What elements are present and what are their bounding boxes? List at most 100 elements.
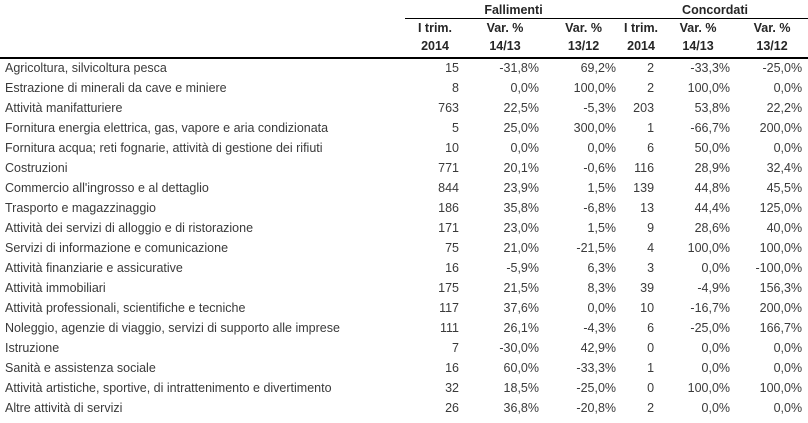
row-label: Noleggio, agenzie di viaggio, servizi di… bbox=[5, 320, 340, 335]
cell-fallimenti-var1413: 25,0% bbox=[503, 120, 539, 135]
cell-concordati-var1312: 0,0% bbox=[773, 80, 803, 95]
cell-concordati-itrim: 2 bbox=[647, 80, 655, 95]
cell-fallimenti-var1413: 0,0% bbox=[510, 80, 540, 95]
row-label: Attività artistiche, sportive, di intrat… bbox=[5, 380, 332, 395]
cell-concordati-var1312: -100,0% bbox=[755, 260, 803, 275]
cell-concordati-var1312: 0,0% bbox=[773, 400, 803, 415]
cell-concordati-itrim: 2 bbox=[647, 400, 655, 415]
row-label: Attività professionali, scientifiche e t… bbox=[5, 300, 246, 315]
cell-concordati-itrim: 39 bbox=[640, 280, 655, 295]
cell-fallimenti-var1413: -31,8% bbox=[499, 61, 539, 75]
cell-fallimenti-itrim: 26 bbox=[445, 400, 459, 415]
cell-concordati-var1312: 100,0% bbox=[759, 240, 803, 255]
cell-concordati-var1413: -66,7% bbox=[690, 120, 731, 135]
cell-fallimenti-var1413: 0,0% bbox=[510, 140, 540, 155]
cell-fallimenti-var1312: 6,3% bbox=[587, 260, 617, 275]
cell-fallimenti-var1312: 42,9% bbox=[580, 340, 617, 355]
cell-fallimenti-var1413: 23,9% bbox=[503, 180, 539, 195]
cell-concordati-itrim: 13 bbox=[640, 200, 655, 215]
table-row: Attività professionali, scientifiche e t… bbox=[0, 298, 808, 318]
cell-concordati-var1312: 125,0% bbox=[759, 200, 803, 215]
cell-fallimenti-var1413: 18,5% bbox=[503, 380, 539, 395]
table-row: Attività dei servizi di alloggio e di ri… bbox=[0, 218, 808, 238]
cell-fallimenti-var1312: 69,2% bbox=[580, 61, 617, 75]
cell-fallimenti-var1312: -25,0% bbox=[576, 380, 617, 395]
row-label: Servizi di informazione e comunicazione bbox=[5, 240, 229, 255]
row-label: Attività dei servizi di alloggio e di ri… bbox=[5, 220, 254, 235]
cell-concordati-var1413: 50,0% bbox=[694, 140, 731, 155]
table-row: Fornitura acqua; reti fognarie, attività… bbox=[0, 138, 808, 158]
col-header-fallimenti-itrim: I trim. 2014 bbox=[405, 18, 465, 59]
column-group-row: Fallimenti Concordati bbox=[0, 0, 808, 19]
cell-fallimenti-itrim: 771 bbox=[438, 160, 459, 175]
cell-fallimenti-itrim: 16 bbox=[445, 360, 459, 375]
table-row: Attività artistiche, sportive, di intrat… bbox=[0, 378, 808, 398]
cell-concordati-var1413: 0,0% bbox=[701, 400, 731, 415]
row-label: Agricoltura, silvicoltura pesca bbox=[5, 61, 167, 75]
col-header-concordati-var1312: Var. % 13/12 bbox=[736, 18, 808, 59]
cell-fallimenti-itrim: 175 bbox=[438, 280, 459, 295]
cell-fallimenti-itrim: 186 bbox=[438, 200, 459, 215]
row-label: Attività finanziarie e assicurative bbox=[5, 260, 183, 275]
cell-concordati-var1413: 100,0% bbox=[687, 80, 731, 95]
cell-concordati-var1312: 166,7% bbox=[759, 320, 803, 335]
cell-fallimenti-itrim: 8 bbox=[452, 80, 459, 95]
cell-fallimenti-var1312: 1,5% bbox=[587, 180, 617, 195]
cell-fallimenti-itrim: 7 bbox=[452, 340, 459, 355]
cell-concordati-var1312: 32,4% bbox=[766, 160, 803, 175]
cell-concordati-var1312: 156,3% bbox=[759, 280, 803, 295]
row-label: Attività immobiliari bbox=[5, 280, 106, 295]
table-row: Estrazione di minerali da cave e miniere… bbox=[0, 78, 808, 98]
cell-concordati-var1312: 0,0% bbox=[773, 340, 803, 355]
cell-fallimenti-var1312: -20,8% bbox=[576, 400, 617, 415]
table-row: Attività immobiliari 175 21,5% 8,3% 39 -… bbox=[0, 278, 808, 298]
cell-concordati-var1413: 100,0% bbox=[687, 380, 731, 395]
cell-fallimenti-var1312: 0,0% bbox=[587, 300, 617, 315]
cell-concordati-itrim: 10 bbox=[640, 300, 655, 315]
cell-fallimenti-var1312: -5,3% bbox=[583, 100, 617, 115]
col-header-fallimenti-var1312: Var. % 13/12 bbox=[545, 18, 623, 59]
cell-fallimenti-itrim: 10 bbox=[445, 140, 459, 155]
cell-concordati-var1312: 200,0% bbox=[759, 120, 803, 135]
cell-concordati-var1413: 0,0% bbox=[701, 260, 731, 275]
cell-concordati-var1413: 0,0% bbox=[701, 360, 731, 375]
table-header: Fallimenti Concordati I trim. 2014 Var. %… bbox=[0, 0, 808, 59]
cell-fallimenti-itrim: 844 bbox=[438, 180, 459, 195]
cell-concordati-var1413: 100,0% bbox=[687, 240, 731, 255]
cell-fallimenti-var1312: 0,0% bbox=[587, 140, 617, 155]
cell-concordati-itrim: 3 bbox=[647, 260, 655, 275]
column-header-row: I trim. 2014 Var. % 14/13 Var. % 13/12 I tr… bbox=[0, 18, 808, 59]
cell-fallimenti-itrim: 75 bbox=[445, 240, 459, 255]
cell-fallimenti-var1413: 23,0% bbox=[503, 220, 539, 235]
cell-concordati-var1312: 45,5% bbox=[766, 180, 803, 195]
row-label: Commercio all'ingrosso e al dettaglio bbox=[5, 180, 209, 195]
table-body: Agricoltura, silvicoltura pesca 15 -31,8… bbox=[0, 58, 808, 418]
cell-concordati-itrim: 116 bbox=[634, 160, 655, 175]
cell-fallimenti-itrim: 763 bbox=[438, 100, 459, 115]
table-row: Commercio all'ingrosso e al dettaglio 84… bbox=[0, 178, 808, 198]
table-row: Istruzione 7 -30,0% 42,9% 0 0,0% 0,0% bbox=[0, 338, 808, 358]
cell-fallimenti-var1413: 35,8% bbox=[503, 200, 539, 215]
cell-concordati-var1312: 100,0% bbox=[759, 380, 803, 395]
col-header-fallimenti-var1413: Var. % 14/13 bbox=[465, 18, 545, 59]
cell-fallimenti-var1413: -5,9% bbox=[506, 260, 539, 275]
cell-concordati-var1312: 200,0% bbox=[759, 300, 803, 315]
cell-fallimenti-itrim: 15 bbox=[445, 61, 459, 75]
cell-concordati-itrim: 4 bbox=[647, 240, 655, 255]
cell-fallimenti-itrim: 117 bbox=[439, 300, 459, 315]
cell-fallimenti-var1413: -30,0% bbox=[499, 340, 539, 355]
cell-fallimenti-var1413: 36,8% bbox=[503, 400, 539, 415]
group-header-concordati: Concordati bbox=[622, 0, 808, 19]
cell-concordati-var1413: 28,9% bbox=[694, 160, 731, 175]
cell-concordati-itrim: 6 bbox=[647, 320, 655, 335]
group-header-fallimenti: Fallimenti bbox=[405, 0, 623, 19]
row-label: Istruzione bbox=[5, 340, 60, 355]
table-row: Agricoltura, silvicoltura pesca 15 -31,8… bbox=[0, 58, 808, 78]
cell-fallimenti-var1312: -33,3% bbox=[576, 360, 617, 375]
cell-fallimenti-var1312: -6,8% bbox=[583, 200, 617, 215]
cell-fallimenti-itrim: 171 bbox=[438, 220, 459, 235]
cell-concordati-itrim: 9 bbox=[647, 220, 655, 235]
row-label: Attività manifatturiere bbox=[5, 100, 123, 115]
cell-concordati-var1312: 40,0% bbox=[766, 220, 803, 235]
